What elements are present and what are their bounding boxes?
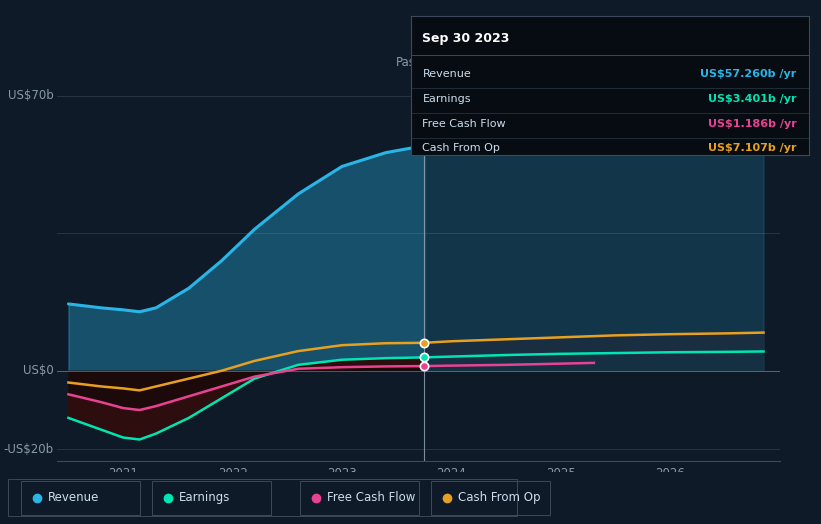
Text: Free Cash Flow: Free Cash Flow (327, 492, 415, 504)
Text: Past: Past (396, 56, 420, 69)
Text: US$7.107b /yr: US$7.107b /yr (709, 143, 796, 152)
Text: Cash From Op: Cash From Op (423, 143, 500, 152)
Text: Analysts Forecasts: Analysts Forecasts (428, 56, 538, 69)
Text: Revenue: Revenue (423, 69, 471, 79)
Text: Earnings: Earnings (179, 492, 231, 504)
Text: US$0: US$0 (23, 364, 54, 377)
Text: Earnings: Earnings (423, 94, 471, 104)
Text: Free Cash Flow: Free Cash Flow (423, 119, 506, 129)
Text: US$3.401b /yr: US$3.401b /yr (709, 94, 796, 104)
Text: Revenue: Revenue (48, 492, 99, 504)
Text: Sep 30 2023: Sep 30 2023 (423, 32, 510, 46)
Text: Cash From Op: Cash From Op (458, 492, 540, 504)
Text: US$57.260b /yr: US$57.260b /yr (700, 69, 796, 79)
Text: US$70b: US$70b (8, 89, 54, 102)
Text: US$1.186b /yr: US$1.186b /yr (708, 119, 796, 129)
Text: -US$20b: -US$20b (4, 443, 54, 456)
